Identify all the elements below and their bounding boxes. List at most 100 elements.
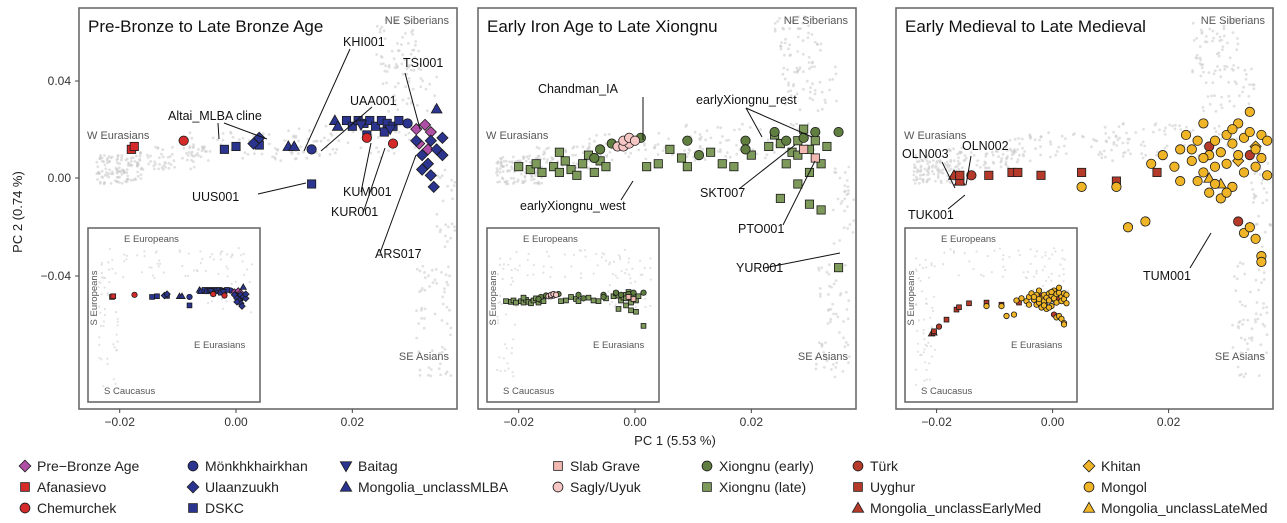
reference-point — [785, 18, 789, 21]
reference-point — [423, 317, 426, 320]
reference-point — [1223, 21, 1226, 24]
reference-point — [932, 159, 935, 162]
reference-point — [657, 131, 661, 135]
legend-marker-shape — [187, 460, 199, 472]
inset-reference-point — [923, 338, 926, 341]
inset-reference-point — [511, 371, 514, 374]
legend-marker — [702, 482, 712, 492]
inset-reference-point — [923, 348, 926, 351]
inset-reference-point — [98, 356, 101, 360]
legend-item: Xiongnu (early) — [700, 458, 814, 474]
data-point — [1146, 158, 1157, 169]
reference-point — [925, 169, 929, 172]
inset-point — [617, 291, 625, 298]
reference-point — [105, 174, 109, 177]
inset-reference-point — [547, 255, 550, 258]
reference-point — [996, 150, 999, 153]
reference-point — [843, 184, 847, 188]
reference-point — [105, 171, 108, 175]
data-point — [1244, 222, 1255, 233]
data-point — [740, 135, 751, 146]
reference-point — [388, 98, 391, 102]
inset-region-label: E Europeans — [124, 234, 179, 245]
annotation-label: Altai_MLBA cline — [168, 109, 262, 123]
reference-point — [403, 17, 407, 20]
reference-point — [158, 156, 161, 160]
legend-item: Mongolia_unclassLateMed — [1082, 500, 1268, 516]
inset-reference-point — [514, 267, 517, 270]
reference-point — [411, 87, 415, 91]
inset-reference-point — [639, 259, 642, 262]
reference-point — [844, 341, 848, 344]
reference-point — [822, 365, 826, 369]
reference-point — [1199, 74, 1203, 78]
annotation-pointer — [620, 180, 634, 201]
reference-point — [656, 143, 660, 146]
data-point — [1250, 233, 1261, 244]
reference-point — [279, 159, 283, 163]
reference-point — [985, 166, 989, 170]
reference-point — [1179, 128, 1183, 131]
annotation-pointer — [320, 106, 373, 152]
inset-point — [628, 307, 634, 314]
reference-point — [516, 180, 520, 184]
reference-point — [782, 27, 785, 31]
reference-point — [382, 62, 385, 65]
inset-reference-point — [600, 256, 603, 259]
reference-point — [698, 133, 702, 136]
reference-point — [1054, 153, 1058, 157]
inset-reference-point — [98, 305, 101, 308]
reference-point — [105, 158, 109, 162]
reference-point — [1006, 154, 1009, 158]
reference-point — [1228, 99, 1232, 103]
reference-point — [1265, 305, 1269, 309]
inset-point — [241, 294, 250, 303]
reference-point — [172, 159, 176, 163]
reference-point — [1008, 147, 1012, 151]
region-label: NE Siberians — [1201, 15, 1266, 27]
reference-point — [190, 154, 194, 158]
inset-point — [239, 283, 248, 290]
data-point — [1233, 216, 1244, 227]
inset-reference-point — [928, 362, 931, 365]
reference-point — [719, 126, 723, 130]
reference-point — [593, 139, 596, 143]
reference-point — [439, 228, 442, 232]
data-point — [436, 131, 449, 144]
reference-point — [186, 154, 190, 157]
reference-point — [194, 153, 198, 157]
reference-point — [1102, 149, 1106, 153]
data-point — [676, 153, 687, 163]
reference-point — [925, 154, 928, 158]
reference-point — [780, 41, 783, 45]
reference-point — [1111, 159, 1114, 163]
inset-reference-point — [1029, 262, 1032, 265]
reference-point — [319, 139, 323, 143]
reference-point — [1055, 150, 1059, 153]
inset-reference-point — [1018, 253, 1021, 257]
reference-point — [984, 152, 988, 156]
reference-point — [1103, 125, 1107, 129]
inset-reference-point — [573, 253, 576, 256]
data-point — [1238, 167, 1250, 178]
inset-reference-point — [914, 383, 918, 387]
reference-point — [1049, 142, 1053, 146]
legend-marker — [552, 481, 564, 493]
data-point — [799, 144, 809, 154]
inset-reference-point — [102, 320, 106, 323]
reference-point — [1223, 64, 1226, 68]
reference-point — [667, 137, 670, 141]
scatter-panel: Pre-Bronze to Late Bronze Age NE Siberian… — [78, 7, 458, 429]
reference-point — [107, 172, 111, 176]
inset-reference-point — [1034, 255, 1037, 258]
reference-point — [808, 96, 812, 100]
inset-region-label: E Eurasians — [593, 340, 644, 351]
reference-point — [146, 156, 150, 159]
reference-point — [415, 336, 419, 340]
legend-label: Sagly/Uyuk — [570, 479, 641, 495]
inset-reference-point — [510, 352, 513, 355]
reference-point — [1033, 138, 1037, 142]
reference-point — [927, 166, 931, 170]
reference-point — [845, 179, 849, 182]
reference-point — [915, 175, 918, 179]
